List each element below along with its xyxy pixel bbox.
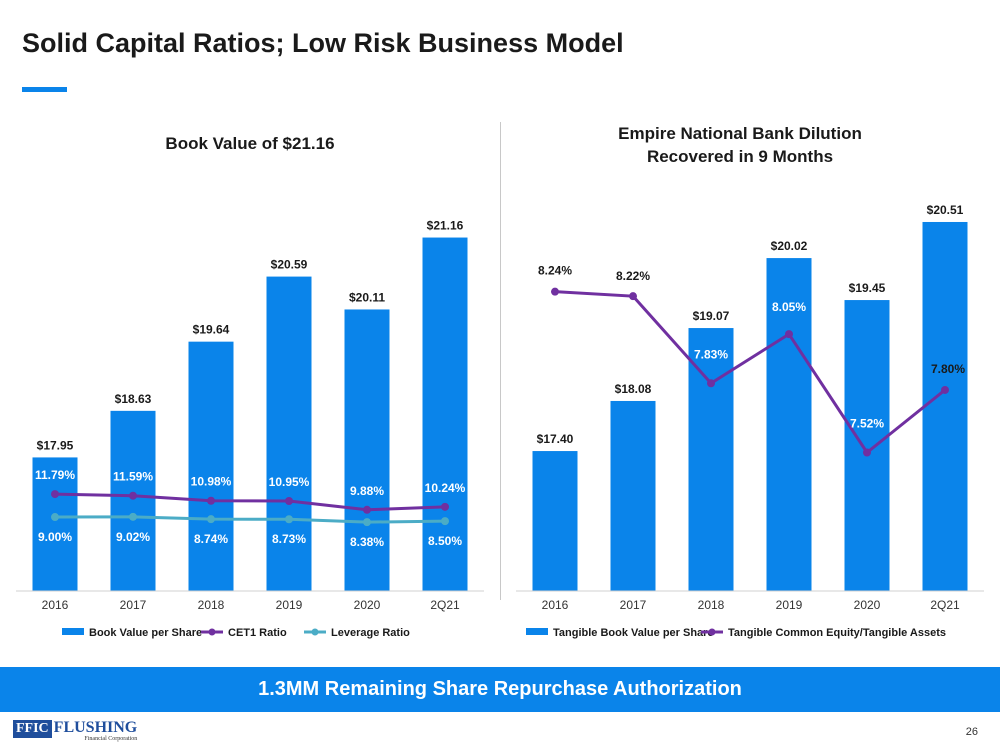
right-chart-title-line1: Empire National Bank Dilution [618, 124, 862, 143]
line-value-label: 8.74% [194, 532, 228, 546]
x-tick-label: 2020 [354, 598, 381, 612]
right-chart-title: Empire National Bank Dilution Recovered … [560, 122, 920, 168]
line-value-label: 11.79% [35, 468, 75, 482]
bar-value-label: $19.07 [693, 309, 730, 323]
bar-value-label: $19.45 [849, 281, 886, 295]
series-line [554, 290, 946, 455]
x-tick-label: 2016 [42, 598, 69, 612]
bar [532, 451, 578, 591]
bar-value-label: $18.63 [115, 392, 152, 406]
bar-value-label: $20.51 [927, 203, 964, 217]
line-value-label: 8.24% [538, 264, 572, 278]
line-point [207, 496, 215, 505]
legend-swatch-marker [311, 628, 319, 636]
bar [188, 341, 234, 591]
line-point [129, 512, 137, 521]
bar-value-label: $20.59 [271, 258, 308, 272]
line-point [941, 385, 949, 394]
chart-divider [500, 122, 501, 600]
flushing-logo: FFIC FLUSHING Financial Corporation [13, 720, 137, 742]
line-value-label: 9.00% [38, 530, 72, 544]
line-value-label: 10.95% [269, 475, 310, 489]
page-title: Solid Capital Ratios; Low Risk Business … [22, 28, 624, 58]
line-point [129, 491, 137, 500]
line-value-label: 7.83% [694, 347, 728, 361]
line-value-label: 8.73% [272, 532, 306, 546]
bar [422, 237, 468, 592]
line-value-label: 8.05% [772, 300, 806, 314]
line-point [207, 515, 215, 524]
bar [266, 276, 312, 591]
legend-label: Tangible Book Value per Share [553, 627, 714, 639]
bar-value-label: $19.64 [193, 323, 230, 337]
line-point [441, 517, 449, 526]
line-value-label: 11.59% [113, 470, 153, 484]
legend-label: Tangible Common Equity/Tangible Assets [728, 627, 946, 639]
legend-swatch-bar [526, 628, 548, 635]
bar [844, 300, 890, 591]
x-tick-label: 2019 [276, 598, 303, 612]
x-tick-label: 2019 [776, 598, 803, 612]
line-point [441, 502, 449, 511]
line-point [363, 518, 371, 527]
bar [766, 258, 812, 591]
x-tick-label: 2Q21 [430, 598, 460, 612]
bar-value-label: $21.16 [427, 219, 464, 233]
x-tick-label: 2017 [120, 598, 147, 612]
bar-value-label: $20.11 [349, 290, 385, 304]
bar [110, 410, 156, 591]
repurchase-banner: 1.3MM Remaining Share Repurchase Authori… [0, 667, 1000, 712]
bar [688, 328, 734, 591]
x-tick-label: 2016 [542, 598, 569, 612]
x-tick-label: 2020 [854, 598, 881, 612]
bar-value-label: $20.02 [771, 239, 808, 253]
line-value-label: 7.52% [850, 417, 884, 431]
line-value-label: 10.98% [191, 475, 232, 489]
line-point [629, 292, 637, 301]
bar [610, 400, 656, 591]
line-point [285, 496, 293, 505]
line-point [551, 287, 559, 296]
line-value-label: 8.38% [350, 535, 384, 549]
line-point [863, 448, 871, 457]
x-tick-label: 2018 [698, 598, 725, 612]
line-value-label: 8.22% [616, 269, 650, 283]
title-accent-bar [22, 87, 67, 92]
page-number: 26 [965, 726, 978, 738]
x-tick-label: 2018 [198, 598, 225, 612]
bar [32, 457, 78, 591]
right-chart-title-line2: Recovered in 9 Months [646, 147, 834, 166]
line-value-label: 8.50% [428, 534, 462, 548]
line-value-label: 7.80% [931, 362, 965, 376]
legend-swatch-marker [208, 628, 216, 636]
line-point [785, 330, 793, 339]
bar [344, 309, 390, 591]
legend-label: Book Value per Share [89, 627, 202, 639]
legend-swatch-marker [708, 628, 716, 636]
bar [922, 221, 968, 591]
series-line [54, 492, 446, 512]
line-value-label: 9.02% [116, 530, 150, 544]
bar-value-label: $18.08 [615, 382, 652, 396]
legend-label: Leverage Ratio [331, 627, 410, 639]
legend-label: CET1 Ratio [228, 627, 287, 639]
bar-value-label: $17.40 [537, 432, 574, 446]
x-tick-label: 2Q21 [930, 598, 960, 612]
line-point [707, 379, 715, 388]
line-point [285, 515, 293, 524]
line-point [363, 505, 371, 514]
left-chart-title: Book Value of $21.16 [165, 134, 335, 153]
bar-value-label: $17.95 [37, 438, 74, 452]
x-tick-label: 2017 [620, 598, 647, 612]
legend-swatch-bar [62, 628, 84, 635]
series-line [54, 515, 446, 524]
line-point [51, 513, 59, 522]
line-value-label: 9.88% [350, 484, 384, 498]
line-value-label: 10.24% [425, 481, 466, 495]
line-point [51, 490, 59, 499]
